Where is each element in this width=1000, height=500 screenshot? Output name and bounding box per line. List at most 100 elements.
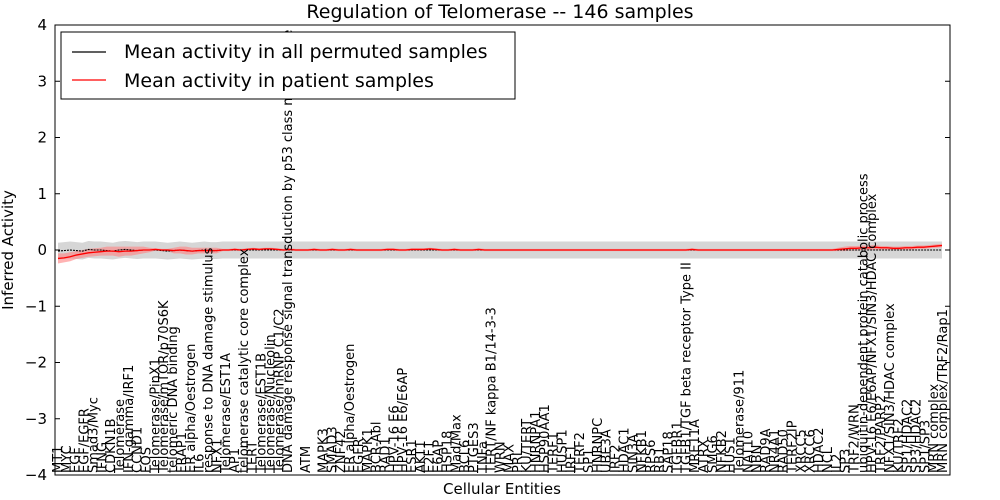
entity-label: MAPK1 [361,428,376,473]
entity-label: XRCC6 [803,429,818,473]
entity-label: ER alpha/Oestrogen [184,344,199,473]
y-tick-label: −3 [25,410,47,428]
entity-label: E6AP [432,440,447,473]
entity-label: SP1/SP3 [918,420,933,473]
entity-label: FRAP1 [175,432,190,473]
entity-label: MRN complex/TRF2/Rap1 [936,309,951,473]
entity-label: ER alpha/Oestrogen [343,344,358,473]
y-axis-ticks: 4 3 2 1 0 −1 −2 −3 −4 [25,16,950,484]
entity-label: BCR-Abl [370,422,385,473]
entity-label: SP1 [582,449,597,473]
entity-label: HSP18 [440,431,455,473]
entity-label: NCL [821,446,836,473]
entity-label: XRCC5 [794,429,809,473]
entity-label: ATRX [697,439,712,473]
entity-label: HPV-16 E6/E6AP [396,368,411,473]
entity-label: RAD1 [378,437,393,473]
entity-label: HNRNPA1 [529,411,544,473]
y-tick-label: 2 [37,129,47,147]
entity-label: RPS6 [644,440,659,473]
entity-label: PTGES3 [467,422,482,473]
entity-label: EGFR [352,438,367,473]
entity-label: RAD50 [777,429,792,473]
x-axis-title: Cellular Entities [443,480,561,498]
entity-label: AP1 [228,448,243,473]
entity-label: Telomerase/Nucleolin [263,334,278,474]
entity-label: TERT/NF kappa B1/14-3-3 [485,307,500,474]
entity-label: PRL [511,448,526,473]
y-tick-label: 0 [37,241,47,259]
entity-label: CCND1 [131,427,146,473]
entity-label: TGFB1/TGF beta receptor Type II [679,262,694,474]
entity-label: WRN [494,441,509,473]
entity-label: SMAD3 [325,426,340,473]
entity-label: NBN [750,445,765,473]
entity-label: MRN complex [927,383,942,473]
entity-label: IL6 [193,454,208,473]
entity-label: UBE3A [600,429,615,473]
entity-label: CDKN1B [104,418,119,473]
series-lines [57,244,943,260]
entity-label: ubiquitin-dependent protein catabolic pr… [856,173,871,473]
entity-label: E2F1 [423,441,438,473]
entity-label: TRF2/PARP2 [874,395,889,474]
entity-label: HDAC2 [812,427,827,473]
entity-label: Telomerase/PinX1 [148,358,163,474]
entity-label: IRF1 [564,444,579,473]
entity-label: KU/TERT [520,419,535,473]
entity-label: Telomerase/911 [732,370,747,474]
entity-label: SMG6 [706,435,721,473]
entity-label: ZNF42 [334,430,349,473]
entity-label: HNRNPC [591,418,606,473]
entity-label: TERF2 [573,432,588,474]
entity-label: IL2 [830,454,845,473]
legend-box [60,31,516,100]
entity-label: HSP90AA1 [538,404,553,473]
entity-label: Telomerase [113,399,128,474]
entity-label: AKT1 [414,440,429,473]
entity-label: telomeric DNA binding [166,326,181,473]
entity-label: ESR1 [405,439,420,473]
y-tick-label: 4 [37,16,47,34]
entity-label: SP1/HDAC2 [901,399,916,473]
entity-label: MAX [502,444,517,473]
entity-label: MRE11A [688,419,703,473]
entity-label: NAT10 [741,431,756,473]
entity-label: TRF2/WRN [848,404,863,474]
entity-label: SP3/HDAC2 [909,399,924,473]
entity-label: RAD9A [759,428,774,473]
entity-label: telomerase catalytic core complex [237,248,252,473]
y-tick-label: −4 [25,466,47,484]
band-patient [58,243,942,264]
legend-label-patient: Mean activity in patient samples [124,70,434,92]
entity-label: SIN3A [626,434,641,473]
y-axis-title: Inferred Activity [0,190,17,310]
series-line-patient [57,244,943,260]
y-tick-label: −1 [25,297,47,315]
entity-label: BCL6 [458,440,473,473]
entity-label: NFKB2 [715,430,730,473]
entity-label: EGF/EGFR [78,408,93,473]
entity-label: Smad3/Myc [86,397,101,473]
entity-label: HPV-16 E6 [387,405,402,473]
entity-label: SP3 [839,449,854,473]
legend: Mean activity in all permuted samples Me… [60,31,516,100]
entity-label: Mad/Max [449,414,464,473]
entity-label: EGF [69,447,84,473]
entity-label: NFX1 [210,439,225,473]
entity-label: Telomerase/mTOR/p70S6K [157,300,172,474]
chart-title: Regulation of Telomerase -- 146 samples [306,1,693,23]
entity-labels: MT1MYCEGFEGF/EGFRSmad3/MycIFNGCDKN1BTelo… [51,30,951,474]
entity-label: HUS1 [724,437,739,473]
entity-label: NR4A1 [768,429,783,473]
entity-label: FOS [140,447,155,473]
y-tick-label: 1 [37,185,47,203]
entity-label: TERF2IP [786,420,801,474]
entity-label: HPV-16 E6/E6AP/NFX1/SIN3/HDAC complex [865,193,880,473]
entity-label: MYC [60,445,75,473]
entity-label: HDAC1 [617,427,632,473]
entity-label: IRF2 [609,444,624,473]
entity-label: TERF1 [547,432,562,474]
entity-label: IFNG [95,442,110,473]
